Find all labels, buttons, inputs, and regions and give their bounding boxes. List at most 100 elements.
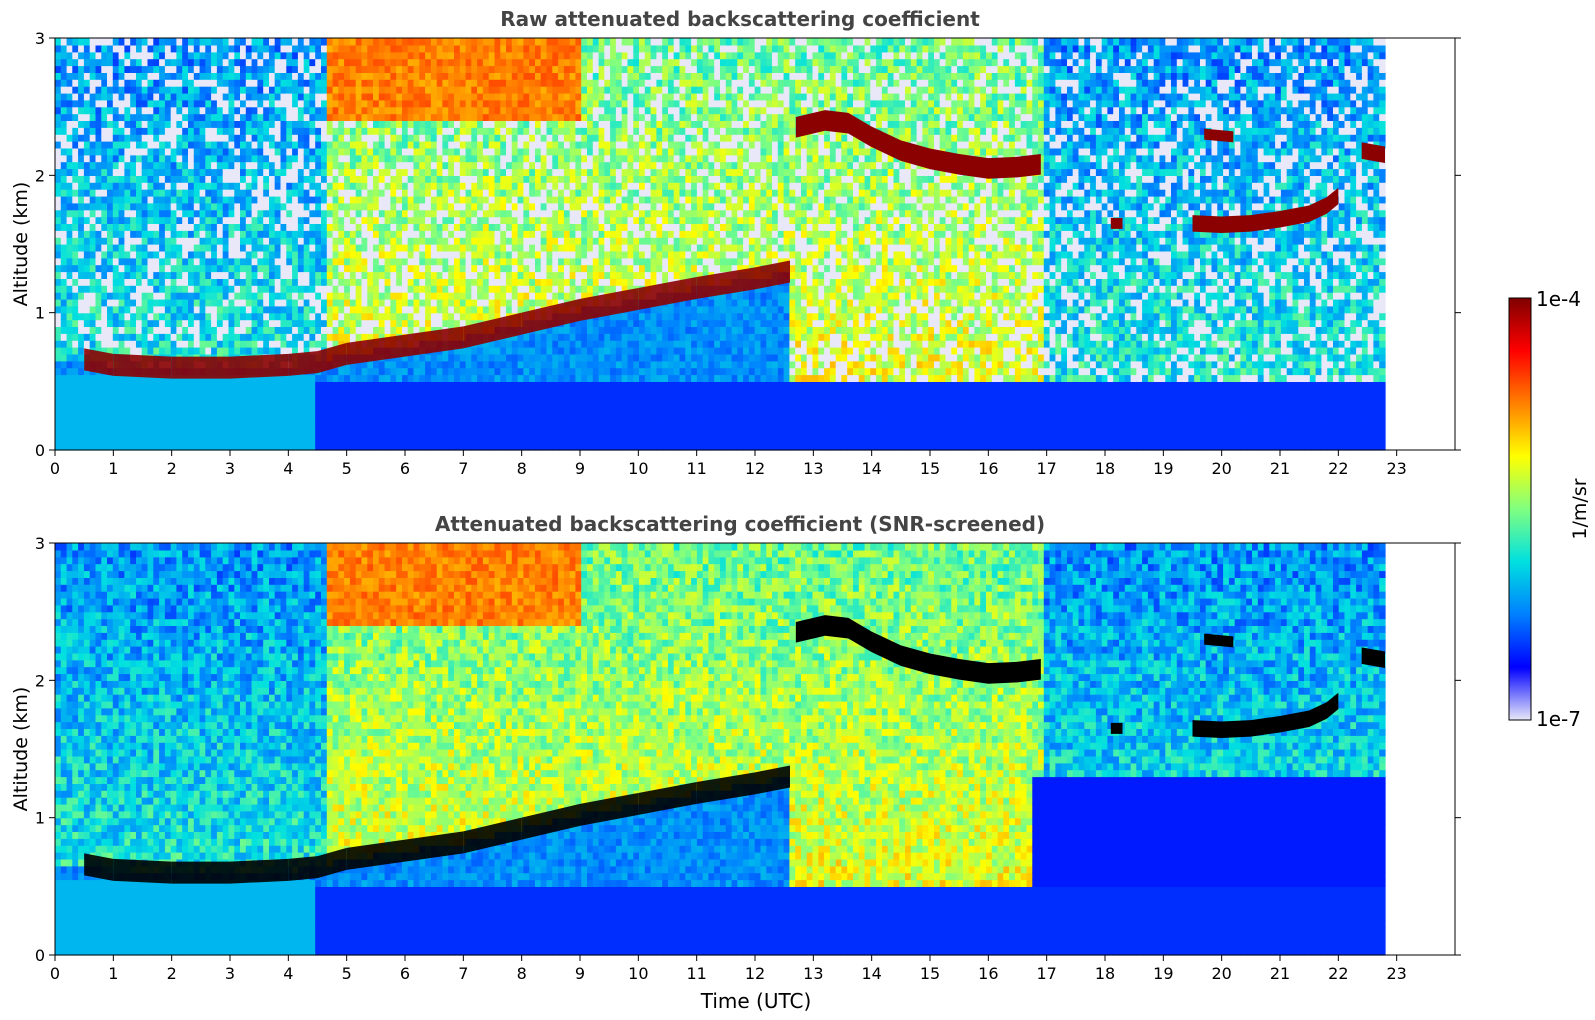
heatmap-cell [182, 127, 189, 135]
heatmap-cell [292, 120, 299, 128]
heatmap-cell [269, 79, 276, 87]
heatmap-cell [338, 175, 345, 183]
heatmap-cell [251, 319, 258, 327]
heatmap-cell [118, 182, 125, 190]
heatmap-cell [430, 353, 438, 362]
heatmap-cell [216, 147, 224, 156]
heatmap-cell [280, 58, 287, 67]
heatmap-cell [344, 189, 351, 197]
heatmap-cell [529, 161, 536, 170]
heatmap-cell [182, 168, 189, 176]
heatmap-cell [309, 216, 316, 224]
heatmap-cell [269, 381, 276, 389]
heatmap-cell [101, 113, 108, 121]
heatmap-cell [188, 92, 195, 101]
heatmap-cell [459, 182, 467, 190]
heatmap-cell [170, 182, 178, 190]
heatmap-cell [251, 195, 258, 204]
heatmap-cell [107, 86, 114, 94]
heatmap-cell [147, 209, 154, 218]
heatmap-cell [176, 347, 183, 355]
heatmap-cell [425, 195, 432, 204]
heatmap-cell [263, 443, 270, 451]
heatmap-cell [523, 250, 530, 259]
heatmap-cell [494, 230, 501, 238]
heatmap-cell [407, 202, 415, 211]
heatmap-cell [338, 202, 345, 211]
heatmap-cell [193, 305, 201, 314]
heatmap-cell [193, 92, 201, 101]
heatmap-cell [222, 244, 230, 252]
heatmap-cell [280, 113, 287, 121]
heatmap-cell [228, 340, 235, 348]
heatmap-cell [124, 374, 131, 382]
heatmap-cell [211, 99, 218, 108]
heatmap-cell [430, 326, 438, 334]
heatmap-cell [269, 285, 276, 293]
heatmap-cell [407, 305, 415, 314]
heatmap-cell [286, 147, 293, 156]
heatmap-cell [303, 195, 311, 204]
heatmap-cell [430, 429, 438, 437]
heatmap-cell [454, 415, 461, 424]
heatmap-cell [390, 312, 397, 321]
heatmap-cell [390, 436, 397, 444]
heatmap-cell [101, 388, 108, 396]
heatmap-cell [147, 292, 154, 300]
heatmap-cell [251, 395, 258, 403]
heatmap-cell [529, 134, 536, 142]
heatmap-cell [500, 182, 507, 190]
heatmap-cell [338, 298, 345, 307]
heatmap-cell [234, 388, 241, 396]
heatmap-cell [147, 182, 154, 190]
heatmap-cell [240, 408, 247, 417]
heatmap-cell [413, 388, 420, 396]
heatmap-cell [170, 271, 178, 279]
heatmap-cell [269, 237, 276, 245]
heatmap-cell [269, 175, 276, 183]
heatmap-cell [280, 347, 287, 355]
heatmap-cell [448, 147, 455, 156]
heatmap-cell [228, 65, 235, 73]
heatmap-cell [136, 72, 143, 80]
heatmap-cell [78, 127, 85, 135]
heatmap-cell [454, 127, 461, 135]
heatmap-cell [112, 209, 120, 218]
heatmap-cell [274, 147, 282, 156]
heatmap-cell [378, 175, 386, 183]
heatmap-cell [118, 443, 125, 451]
heatmap-cell [506, 395, 513, 403]
heatmap-cell [147, 244, 154, 252]
heatmap-cell [199, 38, 206, 46]
heatmap-cell [280, 250, 287, 259]
heatmap-cell [523, 285, 530, 293]
heatmap-cell [367, 395, 374, 403]
heatmap-cell [471, 360, 478, 369]
heatmap-cell [188, 422, 195, 430]
heatmap-cell [494, 367, 501, 376]
heatmap-cell [297, 292, 305, 300]
heatmap-cell [309, 223, 316, 231]
heatmap-cell [523, 168, 530, 176]
heatmap-cell [315, 374, 322, 382]
heatmap-cell [141, 51, 149, 60]
heatmap-cell [66, 408, 73, 417]
heatmap-cell [216, 340, 224, 348]
heatmap-cell [459, 120, 467, 128]
heatmap-cell [321, 223, 328, 231]
heatmap-cell [477, 79, 484, 87]
heatmap-cell [465, 168, 472, 176]
heatmap-cell [159, 388, 166, 396]
heatmap-cell [361, 189, 368, 197]
heatmap-cell [124, 429, 131, 437]
heatmap-cell [205, 127, 212, 135]
heatmap-cell [297, 79, 305, 87]
heatmap-cell [494, 298, 501, 307]
heatmap-cell [436, 415, 444, 424]
heatmap-cell [55, 154, 62, 163]
heatmap-cell [257, 72, 264, 80]
heatmap-cell [170, 127, 178, 135]
heatmap-cell [66, 353, 73, 362]
heatmap-cell [153, 250, 160, 259]
heatmap-cell [211, 195, 218, 204]
